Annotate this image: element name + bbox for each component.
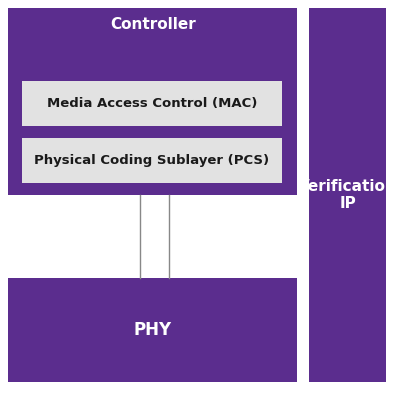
Text: Controller: Controller bbox=[110, 17, 195, 32]
Bar bbox=[8, 8, 297, 195]
Bar bbox=[309, 8, 386, 382]
Text: Verification
IP: Verification IP bbox=[298, 179, 394, 211]
Text: PHY: PHY bbox=[134, 321, 172, 339]
Bar bbox=[22, 81, 282, 126]
Text: Media Access Control (MAC): Media Access Control (MAC) bbox=[46, 97, 257, 110]
Bar bbox=[8, 278, 297, 382]
Bar bbox=[8, 195, 297, 278]
Text: Physical Coding Sublayer (PCS): Physical Coding Sublayer (PCS) bbox=[34, 154, 269, 167]
Bar bbox=[22, 138, 282, 183]
